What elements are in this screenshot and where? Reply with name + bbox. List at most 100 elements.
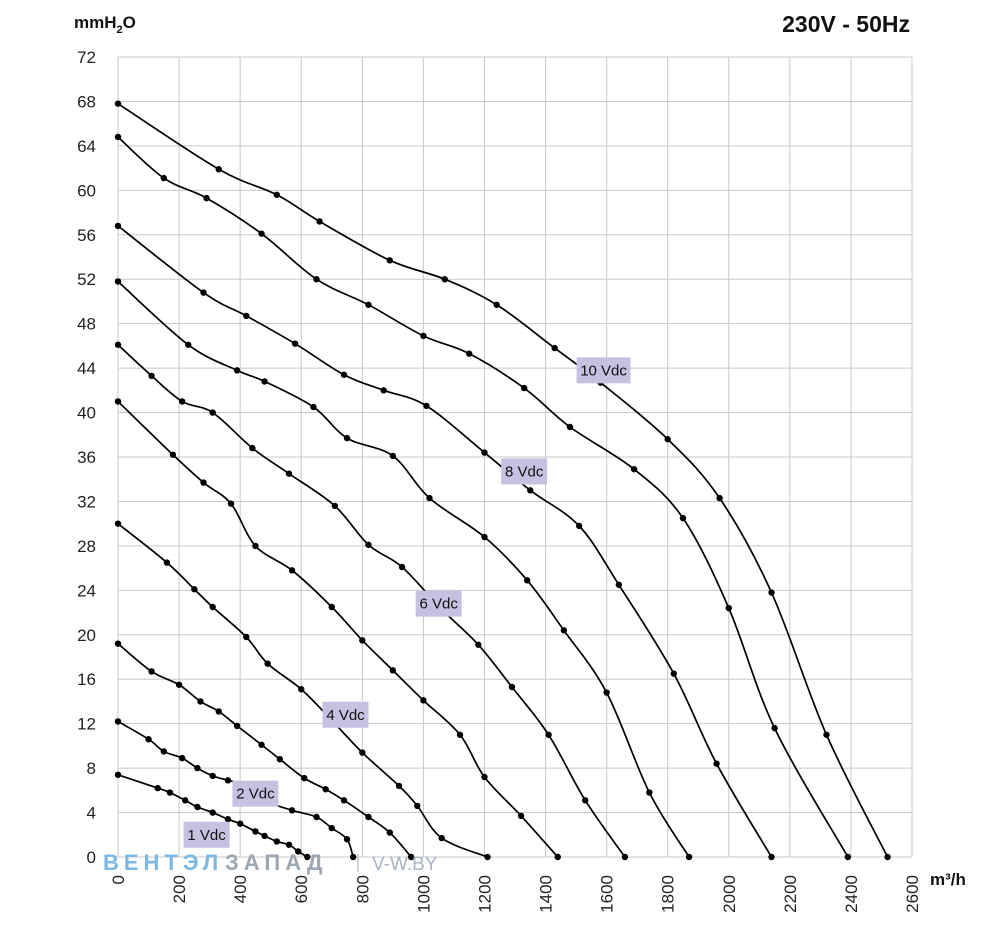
data-point [114, 133, 122, 141]
data-point [844, 853, 852, 861]
x-tick-label: 1400 [537, 875, 556, 913]
data-point [407, 853, 415, 861]
y-tick-label: 12 [77, 715, 96, 734]
data-point [313, 813, 320, 821]
data-point [166, 789, 174, 796]
data-point [252, 828, 259, 835]
data-point [685, 853, 693, 861]
data-point [114, 771, 122, 778]
data-point [227, 500, 235, 507]
data-point [426, 494, 433, 502]
data-point [646, 789, 653, 796]
data-point [615, 581, 623, 588]
curve-label-box [232, 780, 279, 807]
data-point [181, 797, 189, 804]
curve-label-box [501, 458, 548, 485]
data-point [670, 670, 677, 677]
data-point [243, 312, 250, 320]
watermark-part2: ЗАПАД [225, 850, 328, 875]
data-point [169, 451, 177, 458]
data-point [148, 668, 155, 675]
data-point [420, 697, 427, 704]
x-tick-label: 1000 [414, 875, 433, 913]
curve-label: 8 Vdc [505, 463, 544, 480]
data-point [298, 686, 305, 693]
series-line [117, 225, 773, 858]
data-point [456, 731, 464, 738]
data-point [114, 100, 122, 107]
data-point [664, 436, 671, 443]
data-point [386, 829, 393, 836]
y-tick-label: 32 [77, 492, 96, 511]
data-point [285, 470, 293, 477]
data-point [114, 640, 122, 647]
data-point [310, 403, 317, 411]
data-point [258, 741, 265, 748]
watermark-part1: ВЕНТЭЛ [103, 850, 223, 875]
data-point [423, 402, 430, 410]
x-tick-label: 2200 [781, 875, 800, 913]
curve-label: 2 Vdc [236, 786, 275, 803]
y-axis-title: mmH2O [74, 13, 136, 36]
data-point [481, 449, 488, 456]
data-point [475, 641, 482, 648]
curve-label-box [576, 357, 631, 384]
data-point [582, 797, 589, 804]
data-point [398, 563, 406, 571]
series-curve [114, 640, 415, 861]
chart-curves [114, 100, 891, 861]
data-point [316, 218, 323, 225]
watermark-logo: ВЕНТЭЛ ЗАПАД V-W.BY [103, 850, 438, 875]
data-point [160, 174, 168, 182]
x-tick-label: 2600 [903, 875, 922, 913]
data-point [481, 773, 488, 781]
data-point [264, 660, 271, 667]
data-point [291, 340, 299, 347]
data-point [203, 194, 210, 202]
data-point [380, 387, 387, 394]
series-curve [114, 771, 311, 861]
series-curve [114, 133, 852, 861]
series-line [117, 400, 559, 858]
y-tick-label: 40 [77, 404, 96, 423]
data-point [163, 559, 171, 566]
x-tick-label: 800 [353, 875, 372, 903]
data-point [520, 384, 528, 392]
data-point [389, 452, 397, 460]
data-point [322, 786, 329, 793]
data-point [395, 782, 403, 790]
data-point [288, 567, 296, 574]
data-point [273, 191, 280, 198]
chart-header-title: 230V - 50Hz [782, 11, 910, 37]
data-point [261, 832, 268, 840]
data-point [145, 736, 152, 743]
data-point [114, 718, 122, 725]
data-point [273, 838, 280, 845]
series-curve [114, 398, 561, 861]
y-tick-label: 68 [77, 92, 96, 111]
y-tick-label: 4 [87, 804, 96, 823]
data-point [178, 398, 186, 405]
data-point [365, 541, 372, 548]
data-point [414, 802, 421, 810]
curve-label-box [322, 701, 369, 728]
data-point [175, 681, 183, 688]
x-tick-label: 1800 [659, 875, 678, 913]
series-curve [114, 520, 491, 861]
data-point [209, 772, 216, 780]
y-tick-label: 24 [77, 581, 96, 600]
series-curve [114, 222, 775, 861]
data-point [771, 724, 778, 732]
series-curve [114, 100, 891, 861]
data-point [517, 812, 525, 820]
data-point [252, 542, 259, 550]
data-point [343, 434, 351, 442]
data-point [386, 257, 393, 264]
data-point [438, 834, 445, 842]
y-tick-label: 52 [77, 270, 96, 289]
data-point [215, 166, 222, 173]
x-tick-label: 1200 [475, 875, 494, 913]
data-point [258, 230, 265, 237]
data-point [209, 809, 216, 816]
